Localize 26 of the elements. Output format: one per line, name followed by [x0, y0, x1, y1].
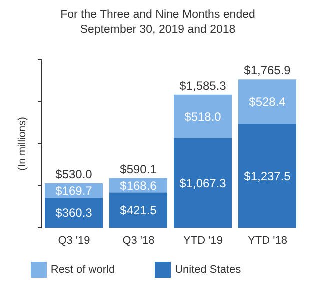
bar	[45, 198, 103, 228]
total-label: $1,585.3	[180, 78, 227, 93]
legend-label: United States	[175, 264, 242, 276]
bar	[110, 192, 168, 228]
x-tick-label: YTD '19	[184, 234, 223, 247]
data-label: $1,237.5	[244, 169, 292, 184]
bar	[174, 94, 232, 138]
data-label: $518.0	[184, 110, 222, 124]
bar	[238, 124, 296, 228]
bar	[174, 138, 232, 228]
total-label: $590.1	[120, 162, 158, 176]
data-label: $168.6	[120, 178, 158, 193]
y-axis-title: (In millions)	[16, 117, 29, 171]
data-label: $360.3	[56, 206, 93, 220]
bar	[238, 80, 296, 124]
data-label: $528.4	[249, 95, 286, 110]
data-label: $421.5	[120, 204, 158, 218]
total-label: $530.0	[56, 167, 93, 182]
x-tick-label: YTD '18	[248, 234, 288, 247]
chart-title: For the Three and Nine Months ended September 30, 2019 and 2018	[60, 8, 256, 38]
legend-label: Rest of world	[50, 264, 116, 276]
data-label: $169.7	[56, 184, 93, 198]
data-label: $1,067.3	[180, 176, 227, 190]
x-tick-label: Q3 '19	[58, 234, 90, 247]
total-label: $1,765.9	[244, 64, 292, 78]
x-tick-label: Q3 '18	[122, 234, 155, 247]
